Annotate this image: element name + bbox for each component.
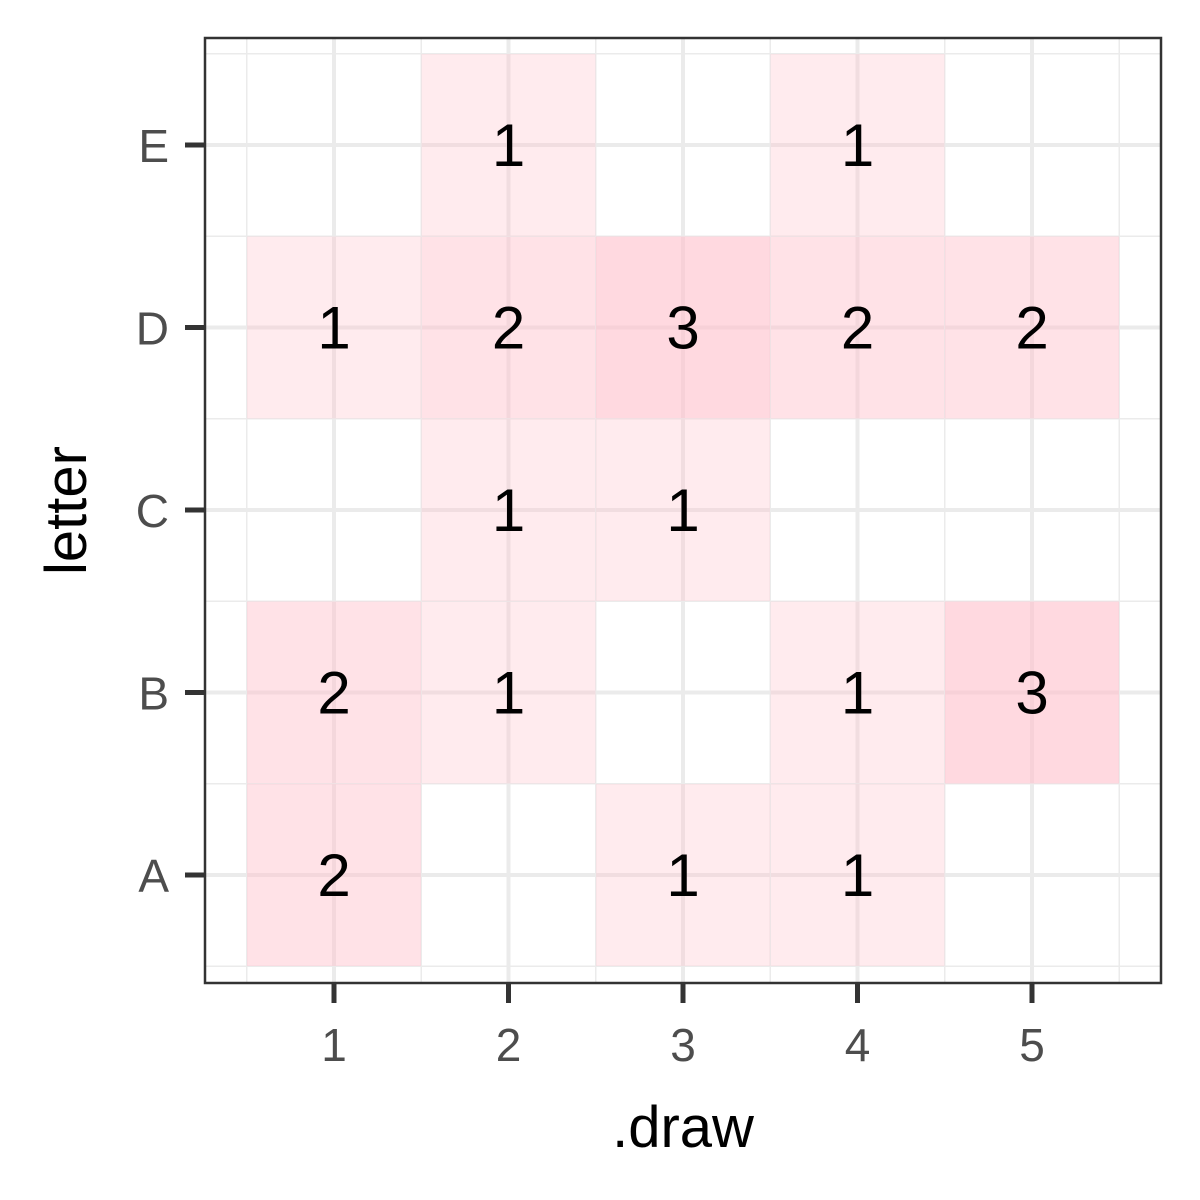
heatmap-cell bbox=[421, 236, 596, 419]
y-tick-label: D bbox=[136, 303, 169, 355]
heatmap-cell bbox=[770, 784, 945, 966]
x-tick-label: 5 bbox=[1019, 1019, 1045, 1071]
cell-value-label: 2 bbox=[1015, 295, 1048, 362]
cell-value-label: 2 bbox=[841, 295, 874, 362]
heatmap-cell bbox=[770, 54, 945, 236]
y-axis-title: letter bbox=[34, 446, 99, 575]
heatmap-cell bbox=[421, 419, 596, 601]
heatmap-cell bbox=[596, 419, 770, 601]
heatmap-cells bbox=[247, 54, 1119, 966]
cell-value-label: 1 bbox=[492, 112, 525, 179]
x-axis-title: .draw bbox=[612, 1095, 755, 1160]
cell-value-label: 3 bbox=[1015, 660, 1048, 727]
heatmap-cell bbox=[247, 236, 421, 419]
heatmap-cell bbox=[421, 54, 596, 236]
cell-value-label: 1 bbox=[492, 477, 525, 544]
cell-labels: 2 1 1 2 1 1 3 1 1 1 2 3 2 2 1 1 bbox=[317, 112, 1048, 909]
y-tick-label: C bbox=[136, 485, 169, 537]
cell-value-label: 2 bbox=[492, 295, 525, 362]
heatmap-cell bbox=[421, 601, 596, 784]
heatmap-cell bbox=[596, 236, 770, 419]
cell-value-label: 1 bbox=[492, 660, 525, 727]
cell-value-label: 3 bbox=[666, 295, 699, 362]
cell-value-label: 2 bbox=[317, 842, 350, 909]
heatmap-cell bbox=[247, 601, 421, 784]
x-tick-label: 2 bbox=[496, 1019, 522, 1071]
cell-value-label: 1 bbox=[666, 477, 699, 544]
x-tick-label: 1 bbox=[321, 1019, 347, 1071]
x-tick-label: 4 bbox=[845, 1019, 871, 1071]
x-axis: 1 2 3 4 5 bbox=[321, 983, 1045, 1071]
cell-value-label: 1 bbox=[317, 295, 350, 362]
heatmap-cell bbox=[596, 784, 770, 966]
heatmap-cell bbox=[247, 784, 421, 966]
cell-value-label: 1 bbox=[666, 842, 699, 909]
heatmap-cell bbox=[945, 601, 1119, 784]
cell-value-label: 1 bbox=[841, 660, 874, 727]
y-tick-label: A bbox=[138, 850, 169, 902]
x-tick-label: 3 bbox=[670, 1019, 696, 1071]
cell-value-label: 1 bbox=[841, 842, 874, 909]
y-tick-label: B bbox=[138, 668, 169, 720]
heatmap-cell bbox=[770, 236, 945, 419]
y-axis: A B C D E bbox=[136, 120, 205, 902]
y-tick-label: E bbox=[138, 120, 169, 172]
cell-value-label: 2 bbox=[317, 660, 350, 727]
heatmap-cell bbox=[770, 601, 945, 784]
cell-value-label: 1 bbox=[841, 112, 874, 179]
heatmap-cell bbox=[945, 236, 1119, 419]
